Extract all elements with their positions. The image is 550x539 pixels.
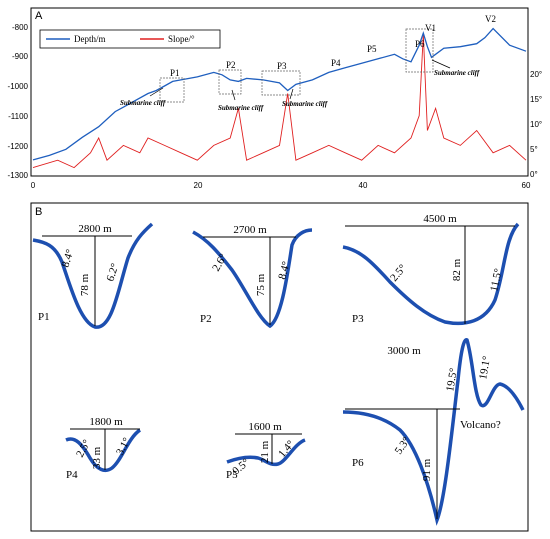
volcano-label-v1: V1	[425, 23, 436, 33]
right-tick: 15°	[530, 95, 542, 104]
depth-label: 91 m	[421, 458, 433, 481]
cliff-arrow	[431, 59, 451, 69]
profile-label-p1: P1	[170, 68, 180, 78]
depth-label: 82 m	[451, 258, 463, 281]
x-tick: 20	[194, 181, 203, 190]
cliff-label-p6: Submarine cliff	[434, 69, 480, 77]
profile-p4-curve	[65, 428, 142, 472]
profile-p6: 3000 m 91 m 5.3° 19.5° 19.1° Volcano? P6	[342, 338, 525, 526]
cliff-arrow	[231, 89, 236, 101]
cliff-arrows	[149, 59, 451, 101]
width-label: 1600 m	[248, 421, 282, 433]
right-tick: 0°	[530, 170, 538, 179]
slope-series-line	[32, 34, 527, 169]
profile-boxes	[159, 28, 434, 103]
left-tick: -1300	[8, 171, 29, 180]
cliff-arrow	[149, 87, 164, 97]
profile-name: P5	[226, 469, 238, 481]
profile-p3-curve	[342, 222, 520, 326]
width-label: 1800 m	[89, 416, 123, 428]
left-tick: -800	[12, 23, 29, 32]
slope-right-label: 6.2°	[104, 262, 121, 283]
right-tick: 20°	[530, 70, 542, 79]
profile-p3: 4500 m 82 m 2.5° 11.5° P3	[342, 213, 520, 326]
width-label: 2700 m	[233, 224, 267, 236]
profile-label-p5: P5	[367, 44, 377, 54]
profile-label-p2: P2	[226, 60, 236, 70]
left-tick: -1100	[8, 112, 28, 121]
x-tick: 40	[359, 181, 368, 190]
profile-name: P4	[66, 469, 78, 481]
cliff-label-p2: Submarine cliff	[218, 104, 264, 112]
left-axis: -800 -900 -1000 -1100 -1200 -1300	[8, 23, 29, 180]
depth-label: 21 m	[259, 440, 271, 463]
panel-a-label: A	[35, 10, 43, 22]
x-tick: 0	[31, 181, 36, 190]
legend: Depth/m Slope/°	[39, 29, 221, 49]
profile-p2-curve	[192, 228, 313, 329]
right-tick: 5°	[530, 145, 538, 154]
slope-left-label: 8.4°	[59, 248, 76, 269]
slope-right-label: 11.5°	[488, 267, 505, 292]
right-tick: 10°	[530, 120, 542, 129]
profile-name: P3	[352, 313, 364, 325]
right-axis: 20° 15° 10° 5° 0°	[530, 70, 542, 179]
volcano-question-label: Volcano?	[460, 419, 501, 431]
width-label: 2800 m	[78, 223, 112, 235]
profile-label-p6: P6	[415, 39, 425, 49]
depth-label: 33 m	[91, 446, 103, 469]
volcano-label-v2: V2	[485, 14, 496, 24]
profile-box-p3	[261, 70, 301, 96]
cliff-label-p1: Submarine cliff	[120, 99, 166, 107]
profile-label-p3: P3	[277, 61, 287, 71]
panel-b-frame	[30, 202, 529, 532]
slope-right-label: 19.5°	[444, 367, 460, 392]
cliff-label-p3: Submarine cliff	[282, 100, 328, 108]
legend-slope-label: Slope/°	[168, 34, 195, 44]
depth-label: 75 m	[255, 273, 267, 296]
x-axis: 0 20 40 60	[31, 181, 531, 190]
x-tick: 60	[522, 181, 531, 190]
slope-right-label: 8.4°	[276, 260, 292, 281]
width-label: 3000 m	[387, 345, 421, 357]
profile-p1-curve	[32, 222, 154, 329]
profile-box-p6	[405, 28, 434, 73]
profile-p2: 2700 m 75 m 2.6° 8.4° P2	[192, 224, 313, 329]
profile-label-p4: P4	[331, 58, 341, 68]
legend-depth-label: Depth/m	[74, 34, 106, 44]
cliff-arrow	[289, 88, 294, 100]
profile-name: P1	[38, 311, 50, 323]
profile-name: P6	[352, 457, 364, 469]
profile-name: P2	[200, 313, 212, 325]
left-tick: -1000	[8, 82, 29, 91]
depth-series-line	[32, 27, 527, 161]
profile-box-p2	[218, 69, 242, 95]
width-label: 4500 m	[423, 213, 457, 225]
profile-p5-curve	[226, 438, 306, 467]
left-tick: -900	[12, 52, 29, 61]
legend-box	[39, 29, 221, 49]
left-tick: -1200	[8, 142, 29, 151]
panel-b-label: B	[35, 206, 42, 218]
slope-far-label: 19.1°	[477, 355, 493, 380]
depth-label: 78 m	[79, 273, 91, 296]
profile-p6-curve	[342, 338, 525, 526]
profile-p1: 2800 m 78 m 8.4° 6.2° P1	[32, 222, 154, 329]
